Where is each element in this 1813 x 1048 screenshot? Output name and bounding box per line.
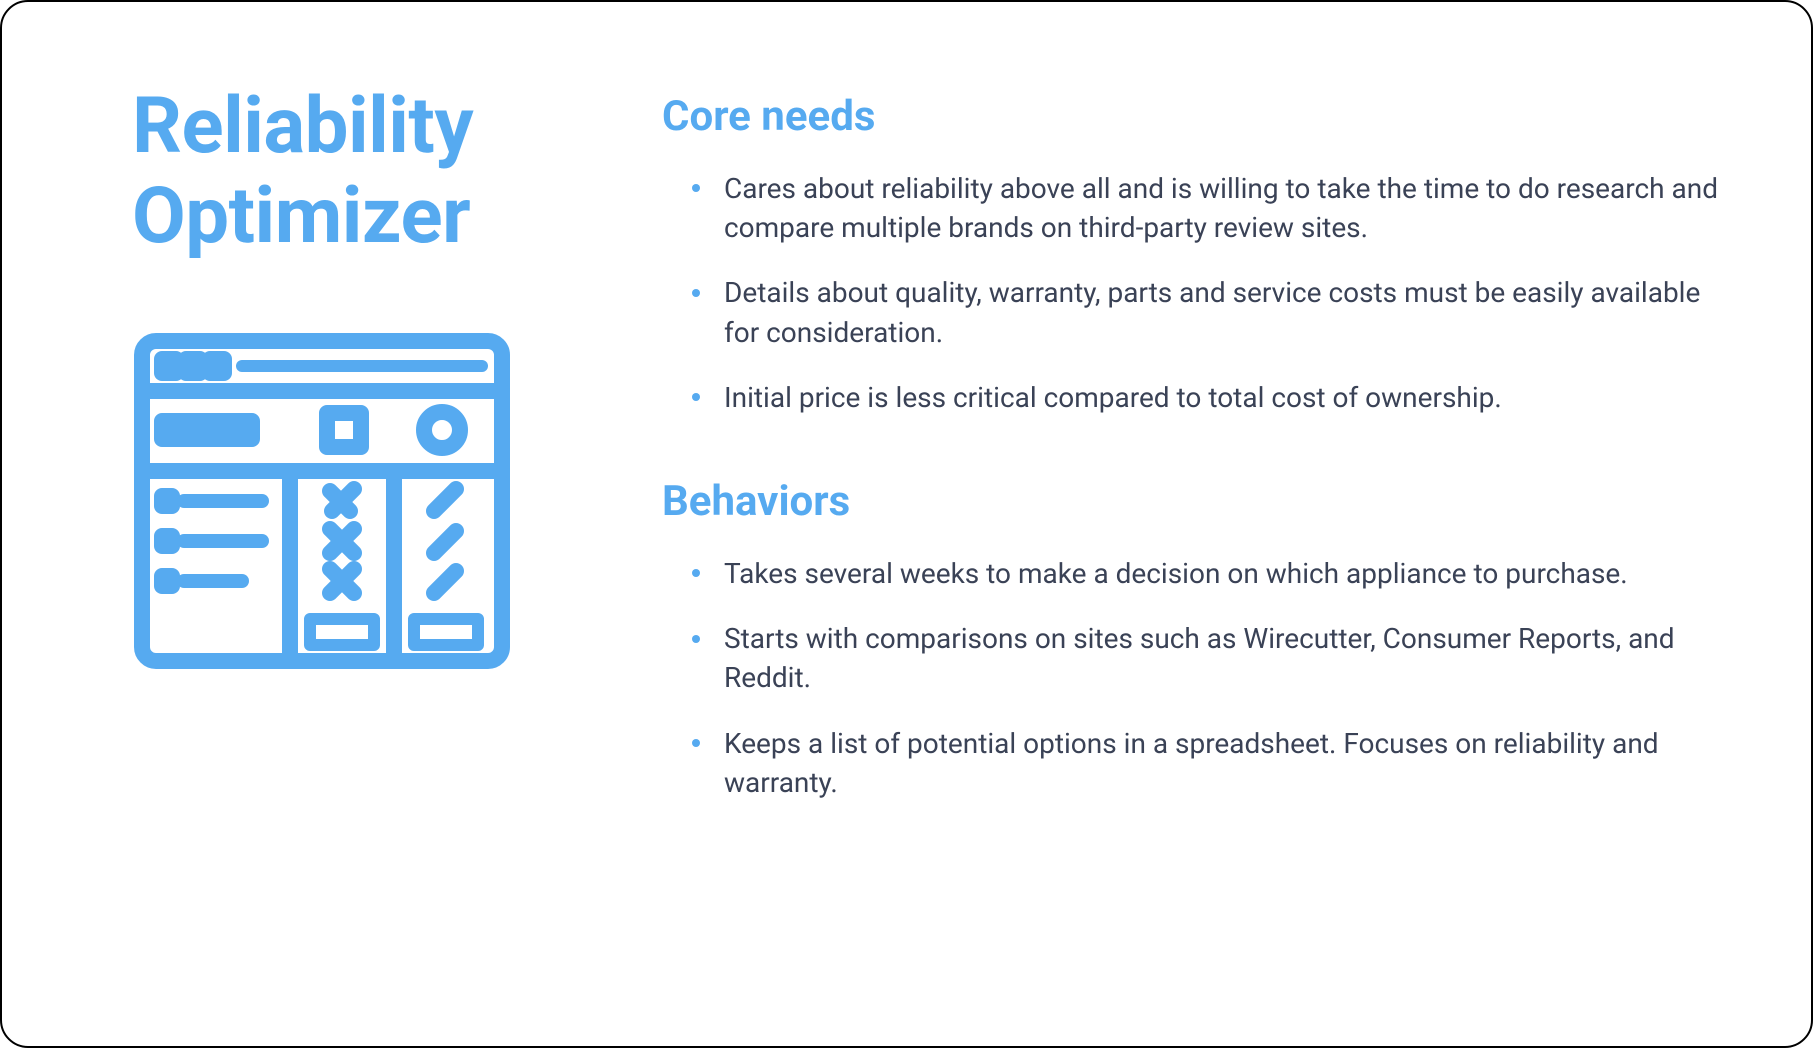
section-behaviors: Behaviors Takes several weeks to make a … bbox=[662, 477, 1721, 802]
section-heading: Core needs bbox=[662, 92, 1721, 141]
list-item: Keeps a list of potential options in a s… bbox=[692, 724, 1721, 802]
list-item: Takes several weeks to make a decision o… bbox=[692, 554, 1721, 593]
persona-card: Reliability Optimizer bbox=[0, 0, 1813, 1048]
list-item: Details about quality, warranty, parts a… bbox=[692, 273, 1721, 351]
core-needs-list: Cares about reliability above all and is… bbox=[662, 169, 1721, 417]
list-item: Cares about reliability above all and is… bbox=[692, 169, 1721, 247]
behaviors-list: Takes several weeks to make a decision o… bbox=[662, 554, 1721, 802]
list-item: Starts with comparisons on sites such as… bbox=[692, 619, 1721, 697]
persona-title: Reliability Optimizer bbox=[132, 82, 592, 261]
comparison-table-icon bbox=[132, 331, 512, 671]
right-column: Core needs Cares about reliability above… bbox=[662, 82, 1721, 966]
left-column: Reliability Optimizer bbox=[132, 82, 592, 966]
section-heading: Behaviors bbox=[662, 477, 1721, 526]
list-item: Initial price is less critical compared … bbox=[692, 378, 1721, 417]
section-core-needs: Core needs Cares about reliability above… bbox=[662, 92, 1721, 417]
